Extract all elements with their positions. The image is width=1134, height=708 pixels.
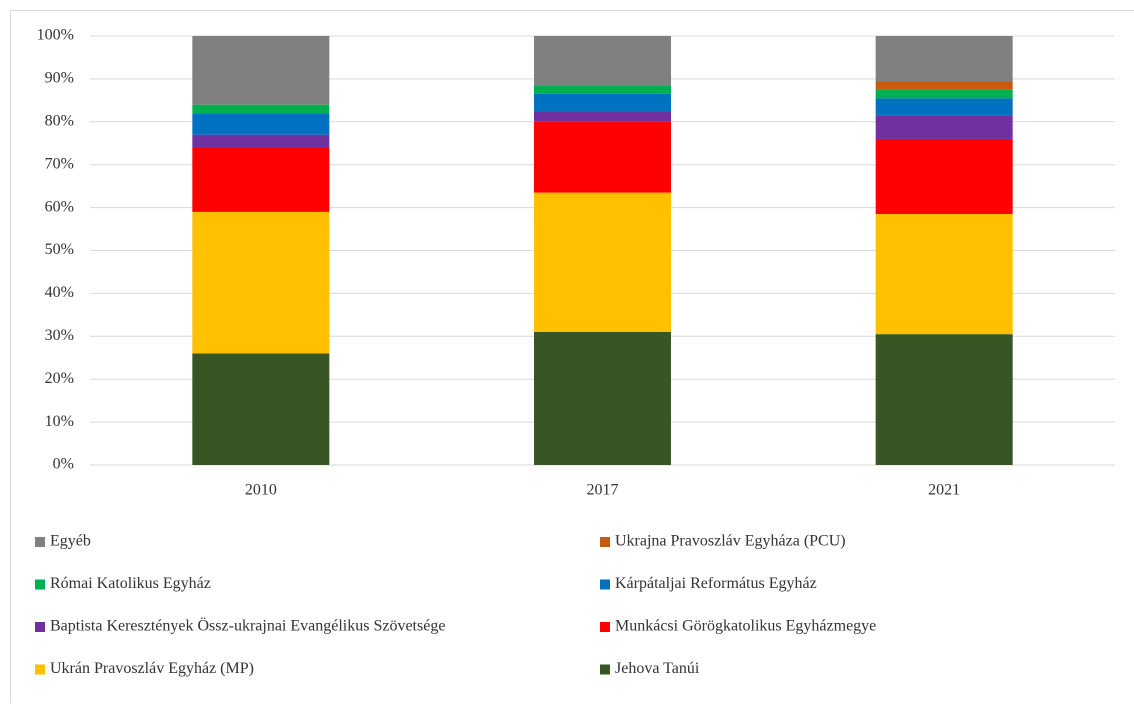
x-tick-label: 2017 (587, 482, 619, 499)
bar-segment (876, 36, 1013, 81)
bar-segment (534, 111, 671, 122)
y-tick-label: 90% (45, 70, 74, 87)
bar-segment (192, 135, 329, 148)
bar-segment (876, 81, 1013, 90)
legend-label: Ukrán Pravoszláv Egyház (MP) (50, 660, 254, 677)
legend-label: Baptista Keresztények Össz-ukrajnai Evan… (50, 617, 445, 635)
legend-swatch (35, 665, 45, 675)
y-tick-label: 40% (45, 284, 74, 301)
legend-label: Munkácsi Görögkatolikus Egyházmegye (615, 618, 876, 635)
y-tick-label: 100% (37, 27, 74, 44)
legend-label: Ukrajna Pravoszláv Egyháza (PCU) (615, 533, 846, 550)
legend-swatch (600, 622, 610, 632)
y-tick-label: 20% (45, 370, 74, 387)
y-tick-label: 0% (53, 456, 74, 473)
bar-segment (192, 148, 329, 212)
x-tick-label: 2021 (928, 482, 960, 499)
legend-label: Jehova Tanúi (615, 660, 700, 677)
legend-label: Egyéb (50, 533, 91, 550)
y-tick-label: 70% (45, 155, 74, 172)
y-tick-label: 10% (45, 413, 74, 430)
y-tick-label: 80% (45, 112, 74, 129)
bar-segment (876, 214, 1013, 334)
legend-swatch (600, 665, 610, 675)
legend-label: Kárpátaljai Református Egyház (615, 575, 817, 592)
legend-label: Római Katolikus Egyház (50, 575, 211, 592)
bar-segment (192, 36, 329, 105)
legend-swatch (35, 622, 45, 632)
x-tick-label: 2010 (245, 482, 277, 499)
bar-segment (876, 98, 1013, 115)
legend-swatch (600, 537, 610, 547)
bar-segment (534, 85, 671, 94)
legend-swatch (35, 580, 45, 590)
y-tick-label: 30% (45, 327, 74, 344)
bar-segment (534, 122, 671, 193)
bar-segment (192, 353, 329, 465)
bar-segment (534, 36, 671, 85)
bar-segment (192, 105, 329, 114)
bar-segment (534, 332, 671, 465)
bar-segment (192, 212, 329, 354)
bar-segment (876, 139, 1013, 214)
bar-segment (876, 90, 1013, 99)
y-tick-label: 50% (45, 241, 74, 258)
bar-segment (192, 113, 329, 134)
y-tick-label: 60% (45, 198, 74, 215)
bar-segment (876, 115, 1013, 139)
bar-segment (876, 334, 1013, 465)
legend-swatch (600, 580, 610, 590)
bar-segment (534, 94, 671, 111)
legend-swatch (35, 537, 45, 547)
bar-segment (534, 193, 671, 332)
